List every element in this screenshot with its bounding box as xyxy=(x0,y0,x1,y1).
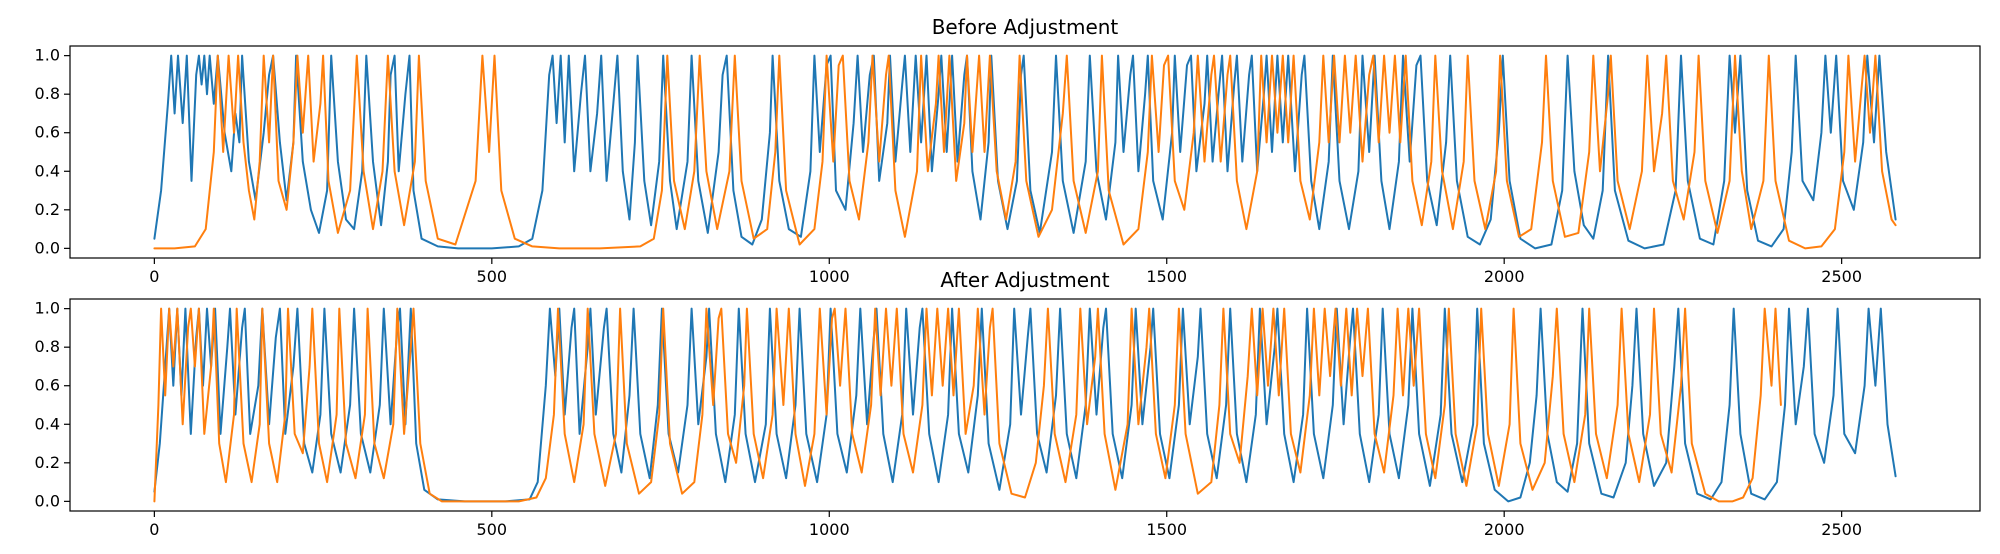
before-adjustment-panel: Before Adjustment 0 500 1000 1500 2000 2500 0… xyxy=(35,15,1981,286)
series-line-0 xyxy=(153,307,1897,503)
y-axis-ticks: 0.0 0.2 0.4 0.6 0.8 1.0 xyxy=(35,46,70,257)
y-tick-label: 1.0 xyxy=(35,299,60,318)
series-line-1 xyxy=(153,54,1897,250)
plot-area-frame xyxy=(69,298,1981,512)
series-line-1 xyxy=(153,307,1782,503)
y-tick-label: 0.2 xyxy=(35,200,60,219)
x-tick-label: 0 xyxy=(149,267,159,286)
y-tick-label: 0.4 xyxy=(35,161,60,180)
y-tick-label: 0.8 xyxy=(35,337,60,356)
x-tick-label: 2000 xyxy=(1484,520,1525,539)
x-tick-label: 1500 xyxy=(1146,267,1187,286)
chart-title: Before Adjustment xyxy=(932,15,1119,39)
after-adjustment-panel: After Adjustment 0 500 1000 1500 2000 2500 0.… xyxy=(35,268,1981,539)
x-tick-label: 1000 xyxy=(809,520,850,539)
x-tick-label: 1500 xyxy=(1146,520,1187,539)
y-axis-ticks: 0.0 0.2 0.4 0.6 0.8 1.0 xyxy=(35,299,70,510)
series-layer xyxy=(153,54,1897,250)
plot-area-frame xyxy=(69,45,1981,259)
series-layer xyxy=(153,307,1897,503)
y-tick-label: 1.0 xyxy=(35,46,60,65)
y-tick-label: 0.2 xyxy=(35,453,60,472)
x-tick-label: 1000 xyxy=(809,267,850,286)
x-tick-label: 500 xyxy=(477,520,508,539)
x-tick-label: 2500 xyxy=(1821,267,1862,286)
y-tick-label: 0.0 xyxy=(35,238,60,257)
chart-title: After Adjustment xyxy=(940,268,1109,292)
y-tick-label: 0.8 xyxy=(35,84,60,103)
y-tick-label: 0.6 xyxy=(35,376,60,395)
x-tick-label: 0 xyxy=(149,520,159,539)
x-axis-ticks: 0 500 1000 1500 2000 2500 xyxy=(149,258,1862,286)
x-tick-label: 2000 xyxy=(1484,267,1525,286)
y-tick-label: 0.4 xyxy=(35,414,60,433)
x-tick-label: 500 xyxy=(477,267,508,286)
y-tick-label: 0.6 xyxy=(35,123,60,142)
x-axis-ticks: 0 500 1000 1500 2000 2500 xyxy=(149,511,1862,539)
y-tick-label: 0.0 xyxy=(35,491,60,510)
x-tick-label: 2500 xyxy=(1821,520,1862,539)
